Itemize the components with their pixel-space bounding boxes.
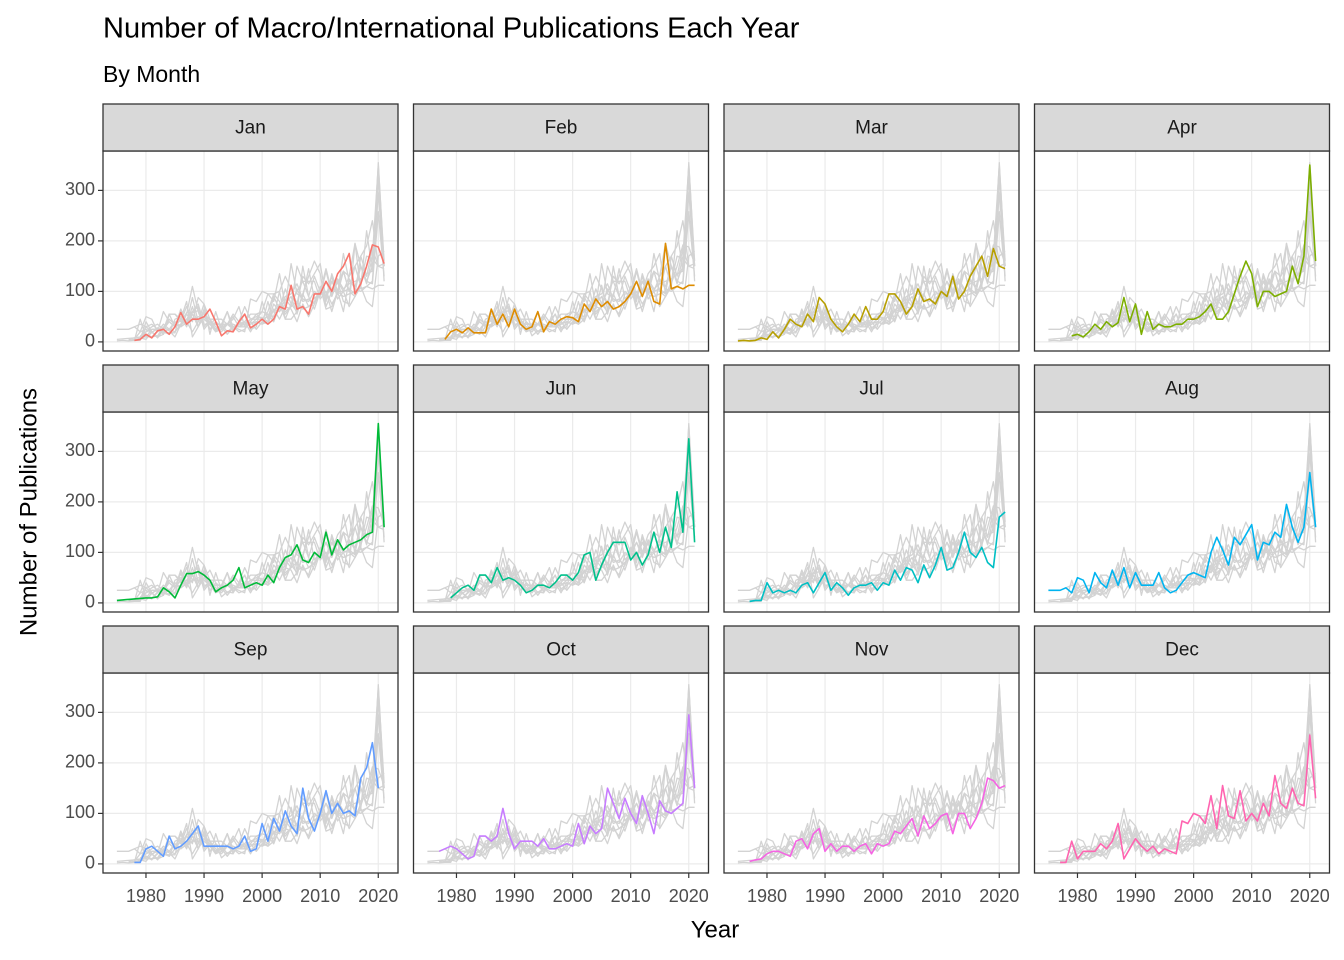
x-tick-label: 1990 bbox=[184, 886, 224, 906]
background-line bbox=[1059, 255, 1316, 341]
strip bbox=[1033, 103, 1331, 152]
series-line bbox=[749, 511, 1006, 603]
chart-title: Number of Macro/International Publicatio… bbox=[103, 13, 800, 45]
strip-label: Mar bbox=[855, 118, 888, 139]
y-tick-label: 0 bbox=[85, 592, 95, 612]
strip-label: Jul bbox=[859, 379, 883, 400]
x-tick-label: 2020 bbox=[1290, 886, 1330, 906]
series-line bbox=[450, 438, 696, 599]
background-line bbox=[1059, 516, 1316, 602]
x-tick-label: 2020 bbox=[979, 886, 1019, 906]
background-line bbox=[1059, 777, 1316, 863]
x-tick-label: 2000 bbox=[863, 886, 903, 906]
background-line bbox=[128, 734, 385, 864]
background-line bbox=[438, 516, 695, 602]
strip-label: Aug bbox=[1165, 379, 1199, 400]
strip-label: Jan bbox=[235, 118, 266, 139]
x-tick-label: 2020 bbox=[358, 886, 398, 906]
x-tick-label: 1990 bbox=[805, 886, 845, 906]
x-tick-label: 1990 bbox=[1116, 886, 1156, 906]
chart-subtitle: By Month bbox=[103, 61, 200, 87]
x-tick-label: 2010 bbox=[300, 886, 340, 906]
background-line bbox=[439, 212, 696, 342]
y-tick-label: 100 bbox=[65, 802, 95, 822]
x-tick-label: 2000 bbox=[1174, 886, 1214, 906]
y-tick-label: 100 bbox=[65, 280, 95, 300]
background-line bbox=[128, 212, 385, 342]
x-tick-label: 2000 bbox=[242, 886, 282, 906]
y-tick-label: 300 bbox=[65, 179, 95, 199]
x-tick-label: 2010 bbox=[611, 886, 651, 906]
strip-label: Oct bbox=[546, 640, 576, 661]
x-tick-label: 1980 bbox=[436, 886, 476, 906]
strip bbox=[412, 625, 710, 674]
y-tick-label: 100 bbox=[65, 541, 95, 561]
series-line bbox=[444, 242, 695, 340]
y-tick-label: 0 bbox=[85, 331, 95, 351]
background-line bbox=[749, 734, 1006, 864]
background-line bbox=[439, 473, 696, 603]
y-tick-label: 200 bbox=[65, 491, 95, 511]
strip-label: Feb bbox=[545, 118, 578, 139]
x-tick-label: 1980 bbox=[747, 886, 787, 906]
strip-label: Dec bbox=[1165, 640, 1199, 661]
series-line bbox=[438, 714, 696, 860]
x-tick-label: 1990 bbox=[495, 886, 535, 906]
x-tick-label: 1980 bbox=[1057, 886, 1097, 906]
y-tick-label: 0 bbox=[85, 853, 95, 873]
y-tick-label: 200 bbox=[65, 752, 95, 772]
strip bbox=[723, 364, 1020, 413]
background-line bbox=[749, 255, 1006, 341]
x-tick-label: 2000 bbox=[553, 886, 593, 906]
series-line bbox=[1048, 471, 1317, 594]
background-line bbox=[128, 777, 385, 863]
strip-label: Apr bbox=[1167, 118, 1197, 139]
background-line bbox=[438, 255, 695, 341]
strip bbox=[412, 103, 710, 152]
x-tick-label: 2020 bbox=[669, 886, 709, 906]
y-tick-label: 300 bbox=[65, 440, 95, 460]
strip bbox=[102, 625, 399, 674]
x-tick-label: 2010 bbox=[1232, 886, 1272, 906]
series-line bbox=[737, 247, 1006, 342]
series-line bbox=[749, 777, 1006, 863]
series-line bbox=[134, 741, 380, 864]
strip bbox=[102, 103, 399, 152]
strip bbox=[723, 625, 1020, 674]
y-axis-title: Number of Publications bbox=[15, 388, 42, 636]
x-tick-label: 1980 bbox=[126, 886, 166, 906]
strip bbox=[412, 364, 710, 413]
strip bbox=[1033, 364, 1331, 413]
strip-label: Sep bbox=[234, 640, 268, 661]
strip-label: Nov bbox=[855, 640, 889, 661]
strip bbox=[723, 103, 1020, 152]
strip-label: May bbox=[233, 379, 269, 400]
strip bbox=[1033, 625, 1331, 674]
series-line bbox=[1071, 164, 1317, 338]
background-line bbox=[128, 255, 385, 341]
background-line bbox=[749, 473, 1006, 603]
x-axis-title: Year bbox=[691, 916, 740, 943]
background-line bbox=[439, 734, 696, 864]
strip-label: Jun bbox=[546, 379, 577, 400]
series-line bbox=[1060, 734, 1317, 864]
strip bbox=[102, 364, 399, 413]
background-line bbox=[128, 473, 385, 603]
series-line bbox=[116, 422, 385, 602]
background-line bbox=[749, 212, 1006, 342]
x-tick-label: 2010 bbox=[921, 886, 961, 906]
y-tick-label: 300 bbox=[65, 701, 95, 721]
series-line bbox=[134, 244, 385, 342]
y-tick-label: 200 bbox=[65, 230, 95, 250]
background-line bbox=[1060, 212, 1317, 342]
